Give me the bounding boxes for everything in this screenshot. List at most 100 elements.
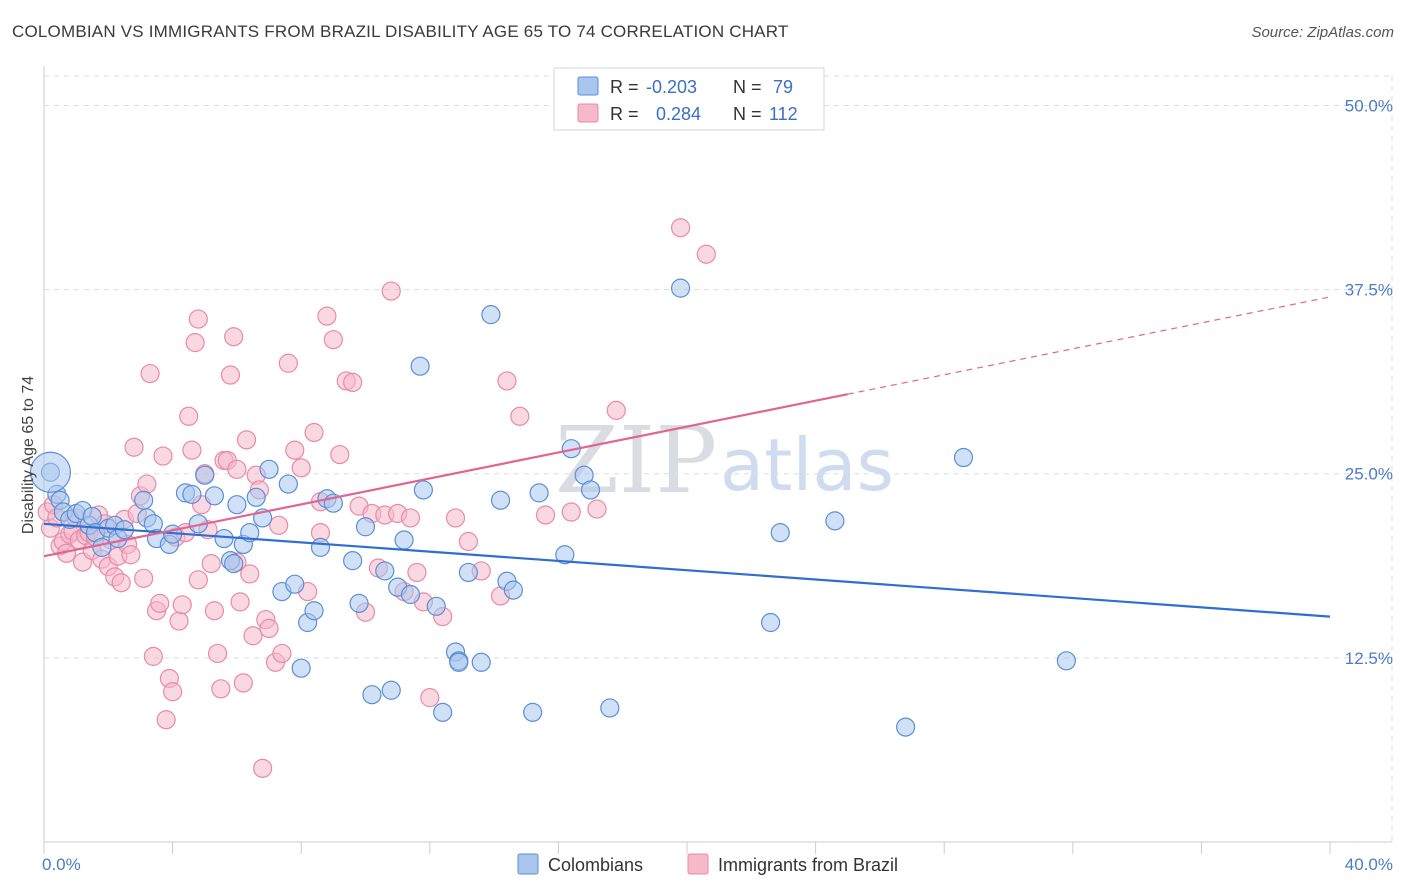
brazil-point-52 — [204, 601, 224, 621]
y-tick-label-2: 37.5% — [1345, 281, 1393, 300]
legend-r-value-1: -0.203 — [646, 77, 697, 97]
bottom-legend-colombians: Colombians — [548, 855, 643, 875]
trend-line-brazil — [43, 393, 848, 558]
legend-n-label-2: N = — [733, 104, 762, 124]
brazil-point-46 — [185, 333, 205, 353]
brazil-point-74 — [291, 458, 311, 478]
colombian-point-10 — [92, 537, 112, 557]
colombian-point-77 — [953, 447, 974, 468]
brazil-point-110 — [188, 570, 208, 590]
brazil-point-61 — [233, 673, 253, 693]
y-tick-label-0: 12.5% — [1345, 649, 1393, 668]
legend-r-label-2: R = — [610, 104, 639, 124]
colombian-point-71 — [580, 480, 601, 500]
colombian-point-54 — [413, 480, 433, 500]
brazil-point-73 — [285, 440, 305, 460]
brazil-point-27 — [124, 437, 144, 457]
brazil-point-106 — [696, 244, 716, 264]
brazil-point-32 — [140, 363, 160, 384]
legend-n-value-2: 112 — [769, 104, 798, 124]
brazil-point-64 — [243, 626, 263, 646]
y-axis-label: Disability Age 65 to 74 — [20, 376, 37, 534]
colombian-point-75 — [770, 523, 790, 543]
x-tick-label-0: 0.0% — [42, 855, 81, 874]
colombian-point-79 — [1056, 651, 1076, 671]
colombian-point-60 — [449, 652, 469, 672]
colombian-point-46 — [355, 517, 376, 537]
colombian-point-32 — [246, 487, 266, 507]
colombian-point-76 — [825, 511, 845, 531]
brazil-point-54 — [211, 679, 231, 699]
trend-lines — [43, 296, 1331, 618]
colombian-point-67 — [529, 483, 549, 503]
colombian-point-47 — [362, 685, 382, 705]
brazil-point-26 — [121, 545, 141, 565]
bottom-legend-brazil: Immigrants from Brazil — [718, 855, 898, 875]
series-legend: Colombians Immigrants from Brazil — [517, 853, 898, 875]
brazil-point-62 — [236, 430, 257, 450]
brazil-point-92 — [407, 562, 427, 583]
brazil-point-42 — [172, 595, 192, 615]
colombian-point-51 — [394, 530, 414, 550]
brazil-point-102 — [561, 502, 581, 522]
brazil-point-96 — [445, 508, 466, 528]
brazil-point-99 — [497, 371, 517, 391]
trend-line-brazil-extension — [847, 296, 1331, 395]
colombian-point-37 — [285, 574, 305, 594]
brazil-point-39 — [163, 682, 183, 702]
colombian-point-49 — [381, 680, 401, 700]
y-tick-label-1: 25.0% — [1345, 465, 1393, 484]
legend-r-value-2: 0.284 — [656, 104, 701, 124]
brazil-point-109 — [227, 459, 247, 479]
brazil-point-37 — [156, 710, 176, 730]
brazil-point-107 — [458, 531, 478, 552]
brazil-point-35 — [150, 593, 170, 613]
colombian-point-28 — [224, 553, 244, 574]
trend-line-colombians — [43, 522, 1331, 618]
colombian-point-8 — [82, 506, 102, 527]
brazil-point-67 — [253, 758, 273, 778]
colombian-point-45 — [349, 593, 369, 613]
legend-box — [553, 67, 825, 131]
bottom-legend-swatch-colombians — [517, 853, 539, 875]
brazil-point-30 — [134, 568, 154, 588]
colombian-point-53 — [410, 356, 430, 376]
colombian-point-26 — [214, 528, 234, 549]
colombian-point-29 — [227, 495, 247, 515]
legend-swatch-blue — [577, 76, 599, 96]
brazil-point-101 — [535, 505, 556, 525]
brazil-point-63 — [240, 564, 260, 584]
brazil-point-103 — [587, 499, 607, 519]
x-tick-labels: 0.0% 40.0% — [42, 855, 1393, 874]
y-tick-labels: 12.5% 25.0% 37.5% 50.0% — [1345, 96, 1393, 667]
brazil-point-94 — [420, 688, 440, 708]
y-tick-label-3: 50.0% — [1345, 96, 1393, 115]
brazil-point-23 — [111, 573, 131, 593]
colombian-point-59 — [458, 562, 478, 583]
colombian-point-65 — [503, 580, 523, 600]
colombian-point-41 — [310, 537, 331, 557]
colombian-point-15 — [134, 490, 154, 510]
brazil-point-44 — [179, 406, 199, 426]
chart-title: COLOMBIAN VS IMMIGRANTS FROM BRAZIL DISA… — [12, 22, 789, 41]
brazil-point-36 — [153, 446, 173, 466]
brazil-point-88 — [381, 281, 401, 301]
colombian-point-48 — [375, 561, 395, 581]
brazil-point-72 — [278, 353, 298, 373]
brazil-point-51 — [201, 553, 221, 574]
colombian-point-74 — [760, 612, 781, 633]
brazil-point-82 — [343, 372, 363, 392]
brazil-point-31 — [137, 474, 157, 494]
colombian-point-40 — [304, 601, 324, 621]
colombian-point-34 — [259, 459, 279, 479]
colombian-point-31 — [240, 523, 260, 543]
colombian-point-72 — [600, 698, 620, 718]
brazil-point-57 — [220, 365, 241, 385]
axes — [43, 66, 1392, 854]
watermark-zip: ZIP — [555, 407, 717, 514]
legend-n-label-1: N = — [733, 77, 762, 97]
legend-n-value-1: 79 — [773, 77, 793, 97]
colombian-point-25 — [204, 486, 224, 506]
colombian-point-52 — [400, 584, 421, 605]
